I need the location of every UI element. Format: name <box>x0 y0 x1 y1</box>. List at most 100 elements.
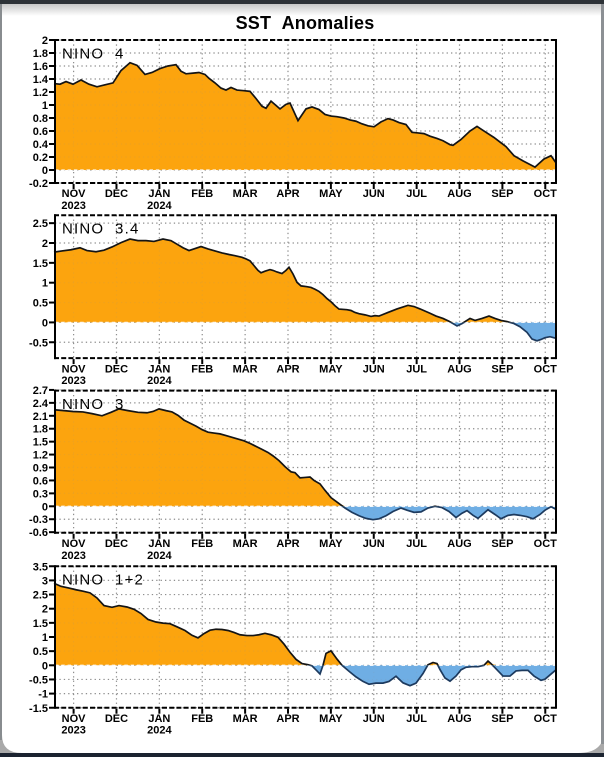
svg-text:SEP: SEP <box>491 538 513 550</box>
svg-text:FEB: FEB <box>191 188 213 200</box>
svg-text:JUL: JUL <box>406 188 427 200</box>
svg-text:JUL: JUL <box>406 538 427 550</box>
svg-text:NINO 4: NINO 4 <box>62 46 125 63</box>
svg-text:-0.3: -0.3 <box>29 514 48 526</box>
svg-text:JAN: JAN <box>148 713 170 725</box>
svg-text:AUG: AUG <box>447 188 471 200</box>
svg-text:AUG: AUG <box>447 363 471 375</box>
svg-text:-0.5: -0.5 <box>29 674 48 686</box>
svg-text:2: 2 <box>42 238 48 250</box>
svg-text:NOV: NOV <box>62 538 87 550</box>
svg-text:2023: 2023 <box>61 375 85 387</box>
svg-text:0.3: 0.3 <box>33 488 48 500</box>
svg-text:DEC: DEC <box>105 713 128 725</box>
svg-text:NINO 3.4: NINO 3.4 <box>62 221 140 238</box>
svg-text:3.5: 3.5 <box>33 561 48 573</box>
svg-text:-0.5: -0.5 <box>29 337 48 349</box>
svg-text:-0.6: -0.6 <box>29 527 48 539</box>
svg-text:0.6: 0.6 <box>33 126 48 138</box>
svg-text:SEP: SEP <box>491 188 513 200</box>
svg-text:1.2: 1.2 <box>33 87 48 99</box>
svg-text:JAN: JAN <box>148 363 170 375</box>
svg-text:OCT: OCT <box>534 713 558 725</box>
svg-text:0: 0 <box>42 501 48 513</box>
svg-text:NOV: NOV <box>62 363 87 375</box>
svg-text:DEC: DEC <box>105 363 128 375</box>
svg-text:0: 0 <box>42 165 48 177</box>
svg-text:JUL: JUL <box>406 363 427 375</box>
svg-text:SST Anomalies: SST Anomalies <box>236 13 375 33</box>
svg-text:1.8: 1.8 <box>33 48 48 60</box>
svg-text:0.8: 0.8 <box>33 113 48 125</box>
svg-text:MAY: MAY <box>319 188 343 200</box>
svg-text:1.4: 1.4 <box>33 74 49 86</box>
svg-text:JUN: JUN <box>363 538 385 550</box>
svg-text:1.5: 1.5 <box>33 258 48 270</box>
svg-text:2.4: 2.4 <box>33 398 49 410</box>
svg-text:JUN: JUN <box>363 713 385 725</box>
svg-text:2: 2 <box>42 604 48 616</box>
svg-text:APR: APR <box>276 713 299 725</box>
svg-text:2024: 2024 <box>147 725 172 737</box>
svg-text:JUN: JUN <box>363 188 385 200</box>
svg-text:1.5: 1.5 <box>33 618 48 630</box>
svg-text:NINO 1+2: NINO 1+2 <box>62 572 144 589</box>
svg-text:1.8: 1.8 <box>33 424 48 436</box>
svg-text:0.9: 0.9 <box>33 463 48 475</box>
svg-text:OCT: OCT <box>534 363 558 375</box>
svg-text:OCT: OCT <box>534 538 558 550</box>
svg-text:FEB: FEB <box>191 363 213 375</box>
svg-text:2023: 2023 <box>61 725 85 737</box>
svg-text:0: 0 <box>42 317 48 329</box>
svg-text:0.6: 0.6 <box>33 475 48 487</box>
svg-text:1.5: 1.5 <box>33 437 48 449</box>
svg-text:3: 3 <box>42 575 48 587</box>
svg-text:MAY: MAY <box>319 713 343 725</box>
svg-text:MAR: MAR <box>233 713 258 725</box>
svg-text:MAR: MAR <box>233 538 258 550</box>
svg-text:FEB: FEB <box>191 538 213 550</box>
svg-text:2.7: 2.7 <box>33 385 48 397</box>
svg-text:-0.2: -0.2 <box>29 178 48 190</box>
svg-text:-1.5: -1.5 <box>29 703 48 715</box>
svg-text:1.2: 1.2 <box>33 450 48 462</box>
svg-text:SEP: SEP <box>491 363 513 375</box>
svg-text:DEC: DEC <box>105 538 128 550</box>
svg-text:APR: APR <box>276 538 299 550</box>
svg-text:2.5: 2.5 <box>33 218 48 230</box>
svg-text:NOV: NOV <box>62 188 87 200</box>
svg-text:2024: 2024 <box>147 550 172 562</box>
svg-text:1: 1 <box>42 632 48 644</box>
svg-text:DEC: DEC <box>105 188 128 200</box>
svg-text:JAN: JAN <box>148 188 170 200</box>
svg-text:2024: 2024 <box>147 200 172 212</box>
svg-text:NOV: NOV <box>62 713 87 725</box>
svg-text:2.1: 2.1 <box>33 411 48 423</box>
svg-text:NINO 3: NINO 3 <box>62 396 125 413</box>
svg-text:APR: APR <box>276 188 299 200</box>
svg-text:OCT: OCT <box>534 188 558 200</box>
svg-text:1: 1 <box>42 100 48 112</box>
svg-text:0.2: 0.2 <box>33 152 48 164</box>
svg-text:JAN: JAN <box>148 538 170 550</box>
svg-text:-1: -1 <box>38 689 48 701</box>
svg-text:2: 2 <box>42 35 48 47</box>
svg-text:0.5: 0.5 <box>33 298 48 310</box>
svg-text:FEB: FEB <box>191 713 213 725</box>
svg-text:0.4: 0.4 <box>33 139 49 151</box>
svg-text:MAR: MAR <box>233 188 258 200</box>
svg-text:MAY: MAY <box>319 538 343 550</box>
svg-text:AUG: AUG <box>447 538 471 550</box>
svg-text:2023: 2023 <box>61 200 85 212</box>
svg-text:MAY: MAY <box>319 363 343 375</box>
svg-text:0.5: 0.5 <box>33 646 48 658</box>
svg-text:SEP: SEP <box>491 713 513 725</box>
svg-text:0: 0 <box>42 660 48 672</box>
svg-text:2.5: 2.5 <box>33 590 48 602</box>
svg-text:2023: 2023 <box>61 550 85 562</box>
svg-text:1.6: 1.6 <box>33 61 48 73</box>
svg-text:2024: 2024 <box>147 375 172 387</box>
svg-text:JUL: JUL <box>406 713 427 725</box>
svg-text:1: 1 <box>42 278 48 290</box>
svg-text:APR: APR <box>276 363 299 375</box>
